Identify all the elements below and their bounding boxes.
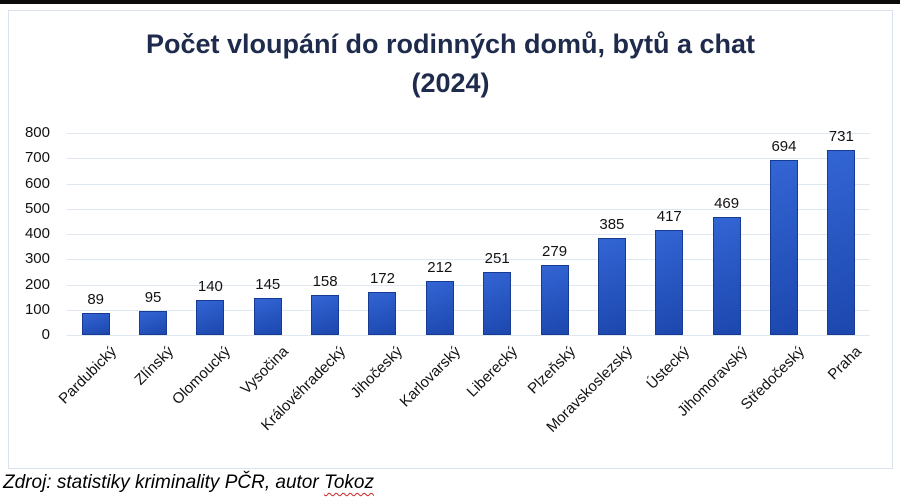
source-text: Zdroj: statistiky kriminality PČR, autor: [3, 472, 324, 493]
top-border-strip: [0, 0, 900, 4]
y-tick-label: 600: [24, 174, 50, 192]
chart-title-line-2: (2024): [411, 68, 490, 98]
bar-value-label: 385: [599, 215, 625, 233]
bar-value-label: 279: [542, 242, 568, 260]
bar: [311, 295, 340, 335]
y-tick-label: 200: [24, 275, 50, 293]
y-tick-label: 400: [24, 225, 50, 242]
y-tick-label: 700: [24, 149, 50, 167]
gridline: [67, 208, 870, 210]
bar: [597, 237, 626, 335]
bar: [139, 311, 168, 335]
gridline: [67, 309, 870, 311]
gridline: [67, 234, 870, 235]
y-tick-label: 0: [41, 326, 50, 343]
bar: [483, 271, 512, 335]
y-tick-label: 300: [24, 250, 50, 268]
y-tick-label: 100: [24, 300, 50, 318]
chart-container: Počet vloupání do rodinných domů, bytů a…: [8, 10, 893, 469]
bar: [425, 281, 454, 335]
bar-value-label: 417: [656, 207, 682, 225]
chart-title-line-1: Počet vloupání do rodinných domů, bytů a…: [145, 29, 756, 59]
bar-value-label: 158: [312, 273, 338, 291]
gridline: [67, 158, 870, 160]
bar: [368, 291, 397, 335]
bar: [196, 299, 225, 335]
bar: [827, 150, 856, 335]
bar-value-label: 172: [369, 269, 395, 287]
bar: [769, 159, 798, 335]
bar-value-label: 731: [828, 128, 854, 146]
bar-value-label: 89: [87, 290, 105, 308]
bar-value-label: 145: [255, 276, 281, 294]
gridline: [67, 335, 870, 336]
bar-value-label: 251: [484, 249, 510, 267]
plot-area: 0 100 200 300 400 500 600 700 800 89 Pardubický 95 Z…: [25, 124, 870, 436]
bar-value-label: 694: [771, 137, 797, 155]
source-author: Tokoz: [323, 472, 374, 493]
bar-value-label: 95: [144, 289, 162, 307]
bar: [712, 216, 741, 335]
source-note: Zdroj: statistiky kriminality PČR, autor…: [3, 472, 374, 494]
chart-title: Počet vloupání do rodinných domů, bytů a…: [41, 25, 861, 103]
bar: [253, 298, 282, 335]
gridline: [67, 259, 870, 261]
y-tick-label: 800: [24, 124, 50, 141]
gridline: [67, 284, 870, 286]
y-tick-label: 500: [24, 199, 50, 217]
bar: [81, 312, 110, 335]
bar-value-label: 140: [197, 277, 223, 295]
gridline: [67, 183, 870, 185]
gridline: [67, 133, 870, 134]
bar: [655, 229, 684, 335]
bar-value-label: 212: [427, 259, 453, 277]
bar: [540, 264, 569, 335]
bar-value-label: 469: [714, 194, 740, 212]
